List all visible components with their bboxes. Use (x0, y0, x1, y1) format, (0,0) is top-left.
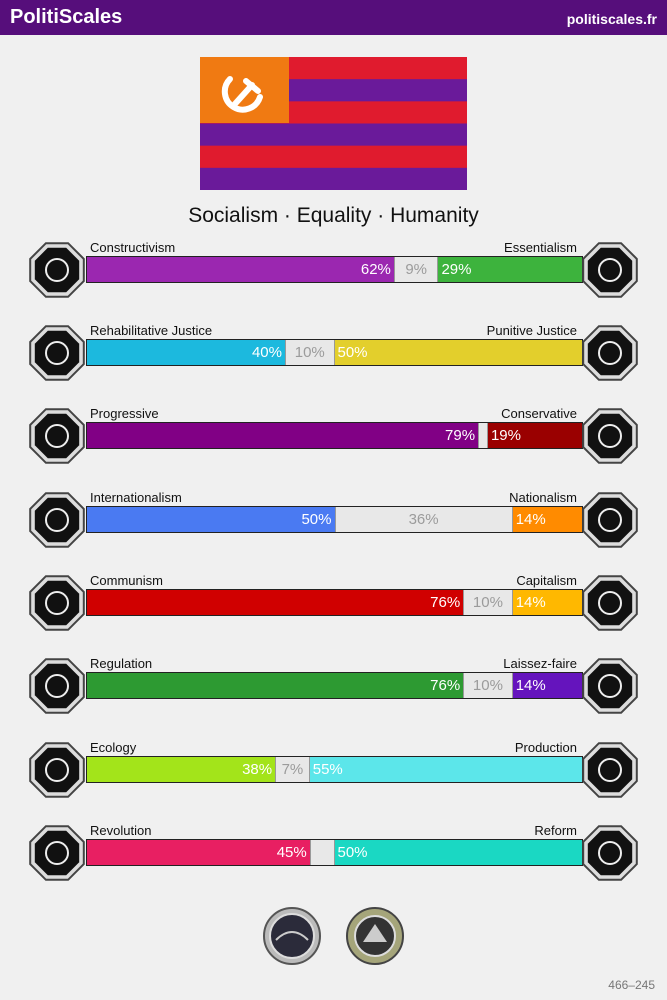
handshake-icon (27, 323, 87, 383)
result-code: 466–245 (608, 978, 655, 992)
axis-right-label: Conservative (501, 406, 577, 421)
axis-right-segment: 14% (512, 507, 582, 532)
axis-neutral-segment: 9% (393, 257, 439, 282)
flag-stripe (200, 145, 467, 169)
axis-right-segment: 50% (334, 840, 582, 865)
seal-badge-icon (346, 907, 404, 965)
axis-right-label: Laissez-faire (503, 656, 577, 671)
axis-right-label: Essentialism (504, 240, 577, 255)
axis-right-label: Reform (534, 823, 577, 838)
fist-icon (27, 823, 87, 883)
axis-neutral-segment (309, 840, 335, 865)
factory-icon (580, 740, 640, 800)
axis-right-label: Nationalism (509, 490, 577, 505)
axis-row: Rehabilitative Justice Punitive Justice 40… (0, 323, 667, 383)
axis-neutral-segment: 10% (463, 590, 513, 615)
axis-left-segment: 62% (87, 257, 394, 282)
axis-row: Communism Capitalism 76% 10% 14% (0, 573, 667, 633)
prison-bars-icon (580, 323, 640, 383)
globe-icon (27, 490, 87, 550)
axis-right-label: Production (514, 740, 577, 755)
axis-left-label: Internationalism (90, 490, 182, 505)
flag-icon (580, 490, 640, 550)
axis-right-segment: 19% (487, 423, 582, 448)
axis-row: Constructivism Essentialism 62% 9% 29% (0, 240, 667, 300)
badges (0, 906, 667, 966)
axis-bar: 40% 10% 50% (86, 339, 583, 366)
axis-neutral-segment: 10% (463, 673, 513, 698)
axis-right-segment: 14% (512, 590, 582, 615)
axis-left-label: Ecology (90, 740, 137, 755)
slogan: Socialism · Equality · Humanity (188, 204, 479, 227)
axis-row: Regulation Laissez-faire 76% 10% 14% (0, 656, 667, 716)
axis-bar: 38% 7% 55% (86, 756, 583, 783)
axis-left-label: Constructivism (90, 240, 176, 255)
axis-left-segment: 40% (87, 340, 285, 365)
butterflies-icon (580, 656, 640, 716)
axis-left-segment: 45% (87, 840, 310, 865)
axis-right-segment: 14% (512, 673, 582, 698)
money-bag-icon (580, 573, 640, 633)
axis-neutral-segment (478, 423, 488, 448)
quill-icon (580, 406, 640, 466)
axis-bar: 76% 10% 14% (86, 589, 583, 616)
axis-left-label: Revolution (90, 823, 152, 838)
axis-right-label: Capitalism (516, 573, 577, 588)
axis-left-segment: 76% (87, 673, 464, 698)
axis-right-label: Punitive Justice (486, 323, 577, 338)
parliament-icon (580, 823, 640, 883)
axis-right-segment: 29% (438, 257, 582, 282)
axis-neutral-segment: 7% (275, 757, 310, 782)
dna-flower-icon (580, 240, 640, 300)
flag-stripe (200, 123, 467, 147)
axis-row: Internationalism Nationalism 50% 36% 14% (0, 490, 667, 550)
axis-neutral-segment: 36% (334, 507, 513, 532)
axis-right-segment: 50% (334, 340, 582, 365)
axis-left-segment: 38% (87, 757, 276, 782)
axis-row: Ecology Production 38% 7% 55% (0, 740, 667, 800)
axis-left-label: Communism (90, 573, 163, 588)
header: PolitiScales politiscales.fr (0, 0, 667, 35)
axis-left-segment: 79% (87, 423, 479, 448)
axis-left-label: Progressive (90, 406, 159, 421)
site-link[interactable]: politiscales.fr (566, 11, 657, 27)
flag-stripe (200, 167, 467, 190)
torch-icon (27, 406, 87, 466)
sprout-icon (27, 740, 87, 800)
flag (200, 57, 467, 190)
axis-left-label: Rehabilitative Justice (90, 323, 213, 338)
axis-row: Revolution Reform 45% 50% (0, 823, 667, 883)
axis-row: Progressive Conservative 79% 19% (0, 406, 667, 466)
axis-bar: 50% 36% 14% (86, 506, 583, 533)
axis-right-segment: 55% (309, 757, 582, 782)
axis-bar: 79% 19% (86, 422, 583, 449)
hammer-sickle-icon (27, 573, 87, 633)
fingerprint-icon (27, 240, 87, 300)
axis-left-segment: 76% (87, 590, 464, 615)
coin-badge-icon (263, 907, 321, 965)
ruler-icon (27, 656, 87, 716)
axis-left-segment: 50% (87, 507, 335, 532)
axis-neutral-segment: 10% (285, 340, 335, 365)
axis-bar: 45% 50% (86, 839, 583, 866)
axis-bar: 76% 10% 14% (86, 672, 583, 699)
hammer-sickle-emblem (221, 76, 263, 113)
app-title: PolitiScales (10, 6, 123, 28)
axis-bar: 62% 9% 29% (86, 256, 583, 283)
axis-left-label: Regulation (90, 656, 153, 671)
